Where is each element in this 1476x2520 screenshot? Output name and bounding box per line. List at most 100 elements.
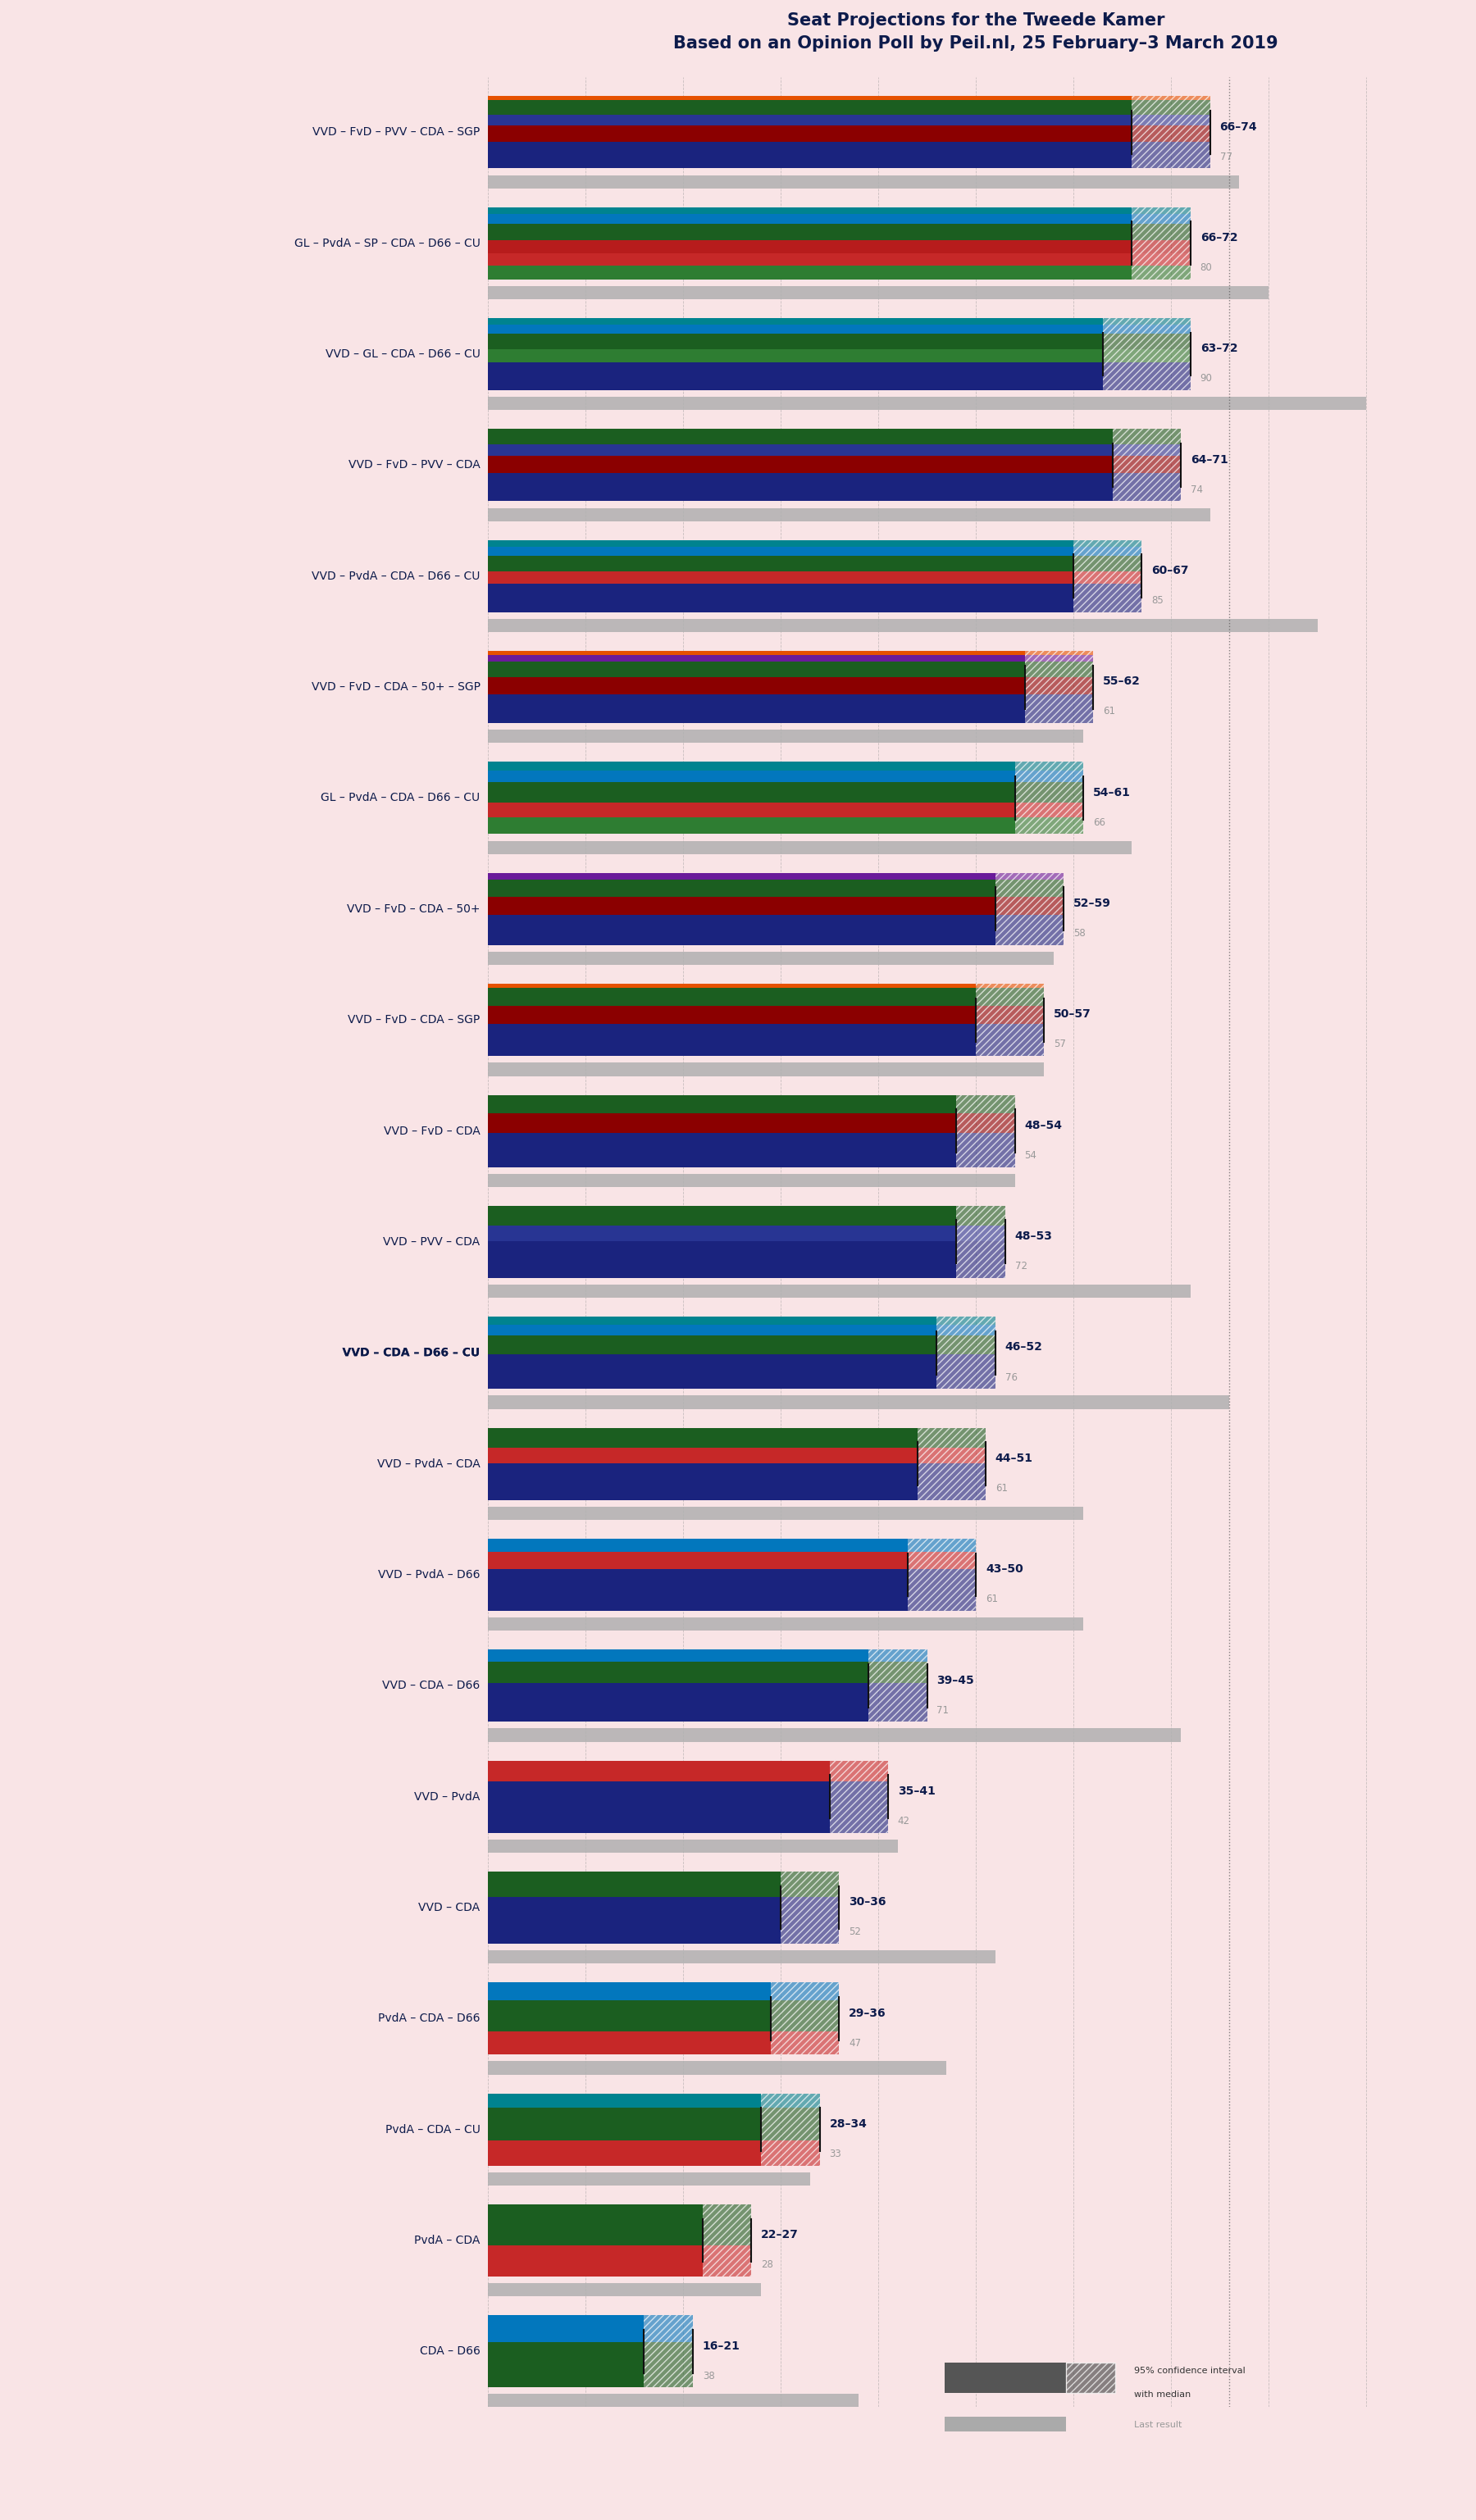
Bar [956,1205,1005,1225]
Bar [868,1663,927,1683]
Bar [489,96,1132,101]
Text: 64–71: 64–71 [1191,454,1228,466]
Bar [908,1540,976,1552]
Text: 61: 61 [1103,706,1114,716]
Text: 28–34: 28–34 [830,2119,866,2129]
Bar [1103,350,1191,363]
Bar [489,1353,937,1389]
Bar [976,988,1044,1005]
Bar [1024,663,1092,678]
Text: VVD – PVV – CDA: VVD – PVV – CDA [384,1237,480,1247]
Bar [489,428,1113,444]
Bar [830,1782,889,1832]
Bar [956,1114,1015,1134]
Text: 71: 71 [937,1704,949,1716]
Text: PvdA – CDA – D66: PvdA – CDA – D66 [378,2013,480,2024]
Bar [868,1651,927,1663]
Title: Seat Projections for the Tweede Kamer
Based on an Opinion Poll by Peil.nl, 25 Fe: Seat Projections for the Tweede Kamer Ba… [673,13,1278,50]
Bar [1132,96,1210,101]
Bar [762,2139,819,2165]
Bar [1015,801,1083,816]
Bar [489,988,976,1005]
Text: GL – PvdA – SP – CDA – D66 – CU: GL – PvdA – SP – CDA – D66 – CU [294,237,480,249]
Bar [489,224,1132,239]
Text: PvdA – CDA: PvdA – CDA [415,2235,480,2245]
Bar [489,333,1103,350]
Bar [489,1618,1083,1630]
Bar [976,1023,1044,1056]
Bar [489,456,1113,474]
Text: CDA – D66: CDA – D66 [419,2346,480,2356]
Bar [489,474,1113,501]
Bar [489,872,995,879]
Bar [1024,655,1092,663]
Bar [1113,444,1181,456]
Bar [489,2283,762,2296]
Bar [1103,333,1191,350]
Bar [937,1318,995,1326]
Bar [1024,655,1092,663]
Bar [489,1782,830,1832]
Text: with median: with median [1135,2391,1191,2399]
Bar [489,2341,644,2386]
Bar [489,1023,976,1056]
Bar [830,1761,889,1782]
Bar [489,879,995,897]
Text: 52: 52 [849,1928,861,1938]
Text: GL – PvdA – CDA – D66 – CU: GL – PvdA – CDA – D66 – CU [320,791,480,804]
Bar [917,1449,986,1464]
Bar [762,2094,819,2107]
Bar [489,547,1073,557]
Bar [937,1353,995,1389]
Text: 58: 58 [1073,927,1085,940]
Bar [1113,456,1181,474]
Bar [489,2205,703,2245]
Text: 50–57: 50–57 [1054,1008,1091,1021]
Bar [917,1429,986,1449]
Bar [937,1353,995,1389]
Bar [770,1983,840,2001]
Text: 38: 38 [703,2371,714,2381]
Bar [489,2316,644,2341]
Bar [1073,539,1142,547]
Bar [644,2341,692,2386]
Bar [1113,474,1181,501]
Bar [703,2205,751,2245]
Bar [489,1663,868,1683]
Bar [937,1336,995,1353]
Bar [1015,771,1083,781]
Bar [762,2139,819,2165]
Bar [1132,265,1191,280]
Bar [1015,781,1083,801]
Bar [1132,126,1210,141]
Bar [1024,663,1092,678]
Text: 47: 47 [849,2039,862,2049]
Bar [770,2031,840,2054]
Bar [976,983,1044,988]
Bar [1024,650,1092,655]
Bar [917,1464,986,1499]
Bar [1132,101,1210,113]
Bar [956,1225,1005,1240]
Bar [489,897,995,915]
Bar [868,1663,927,1683]
Text: VVD – CDA – D66 – CU: VVD – CDA – D66 – CU [342,1348,480,1358]
Bar [489,1651,868,1663]
Bar [489,325,1103,333]
Bar [489,1285,1191,1298]
Text: VVD – CDA: VVD – CDA [419,1903,480,1913]
Bar [1103,350,1191,363]
Bar [937,1326,995,1336]
Bar [1132,96,1210,101]
Bar [781,1872,840,1898]
Bar [781,1898,840,1943]
Bar [489,1318,937,1326]
Bar [489,1761,830,1782]
Bar [1015,801,1083,816]
Text: 74: 74 [1191,484,1203,494]
Bar [1103,363,1191,391]
Bar [1024,650,1092,655]
Bar [1113,428,1181,444]
Bar [489,2139,762,2165]
Bar [917,1464,986,1499]
